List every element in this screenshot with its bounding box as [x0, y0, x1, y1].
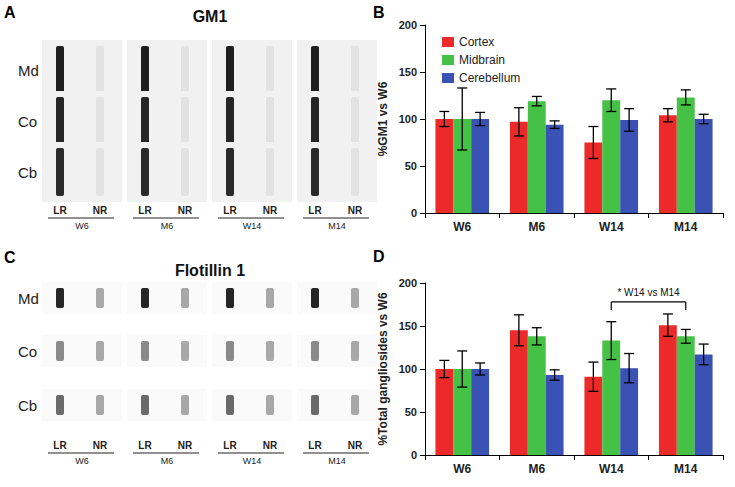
- svg-text:NR: NR: [93, 205, 108, 216]
- svg-text:NR: NR: [93, 440, 108, 451]
- svg-text:100: 100: [399, 113, 417, 125]
- svg-text:M14: M14: [328, 221, 346, 231]
- svg-text:W6: W6: [75, 221, 89, 231]
- svg-text:Midbrain: Midbrain: [459, 53, 505, 67]
- svg-text:W14: W14: [599, 462, 624, 476]
- svg-text:LR: LR: [138, 440, 152, 451]
- svg-text:LR: LR: [223, 205, 237, 216]
- svg-text:GM1: GM1: [193, 8, 228, 25]
- svg-text:W6: W6: [75, 456, 89, 466]
- svg-text:* W14 vs M14: * W14 vs M14: [617, 287, 680, 298]
- svg-text:Cerebellum: Cerebellum: [459, 71, 520, 85]
- svg-text:W14: W14: [243, 456, 262, 466]
- svg-text:%GM1 vs W6: %GM1 vs W6: [376, 81, 390, 156]
- svg-text:A: A: [4, 4, 16, 21]
- svg-text:NR: NR: [348, 440, 363, 451]
- svg-text:LR: LR: [223, 440, 237, 451]
- svg-text:NR: NR: [178, 440, 193, 451]
- svg-text:Cb: Cb: [18, 164, 37, 181]
- svg-text:LR: LR: [53, 440, 67, 451]
- svg-text:M6: M6: [528, 462, 545, 476]
- svg-text:W6: W6: [453, 462, 471, 476]
- svg-text:Co: Co: [18, 343, 37, 360]
- svg-text:NR: NR: [178, 205, 193, 216]
- svg-text:NR: NR: [348, 205, 363, 216]
- svg-text:50: 50: [405, 406, 417, 418]
- svg-text:150: 150: [399, 66, 417, 78]
- svg-text:LR: LR: [308, 205, 322, 216]
- svg-text:100: 100: [399, 363, 417, 375]
- svg-text:LR: LR: [53, 205, 67, 216]
- svg-text:C: C: [4, 249, 16, 266]
- svg-text:NR: NR: [263, 440, 278, 451]
- svg-text:Cb: Cb: [18, 397, 37, 414]
- svg-text:Md: Md: [18, 290, 39, 307]
- svg-text:M14: M14: [328, 456, 346, 466]
- svg-text:Co: Co: [18, 113, 37, 130]
- svg-text:0: 0: [411, 207, 417, 219]
- svg-text:150: 150: [399, 320, 417, 332]
- svg-text:0: 0: [411, 449, 417, 461]
- svg-text:NR: NR: [263, 205, 278, 216]
- svg-text:200: 200: [399, 19, 417, 31]
- svg-text:M6: M6: [161, 221, 174, 231]
- svg-text:200: 200: [399, 277, 417, 289]
- svg-text:W14: W14: [599, 220, 624, 234]
- svg-text:M6: M6: [528, 220, 545, 234]
- svg-text:W14: W14: [243, 221, 262, 231]
- svg-text:Cortex: Cortex: [459, 35, 494, 49]
- svg-text:D: D: [373, 248, 385, 265]
- svg-text:M6: M6: [161, 456, 174, 466]
- svg-text:Flotillin 1: Flotillin 1: [175, 262, 245, 279]
- svg-text:M14: M14: [674, 462, 698, 476]
- svg-text:LR: LR: [308, 440, 322, 451]
- svg-text:50: 50: [405, 160, 417, 172]
- svg-text:B: B: [373, 4, 385, 21]
- svg-text:M14: M14: [674, 220, 698, 234]
- svg-text:W6: W6: [453, 220, 471, 234]
- svg-text:LR: LR: [138, 205, 152, 216]
- svg-text:%Total gangliosides vs W6: %Total gangliosides vs W6: [376, 292, 390, 445]
- svg-text:Md: Md: [18, 62, 39, 79]
